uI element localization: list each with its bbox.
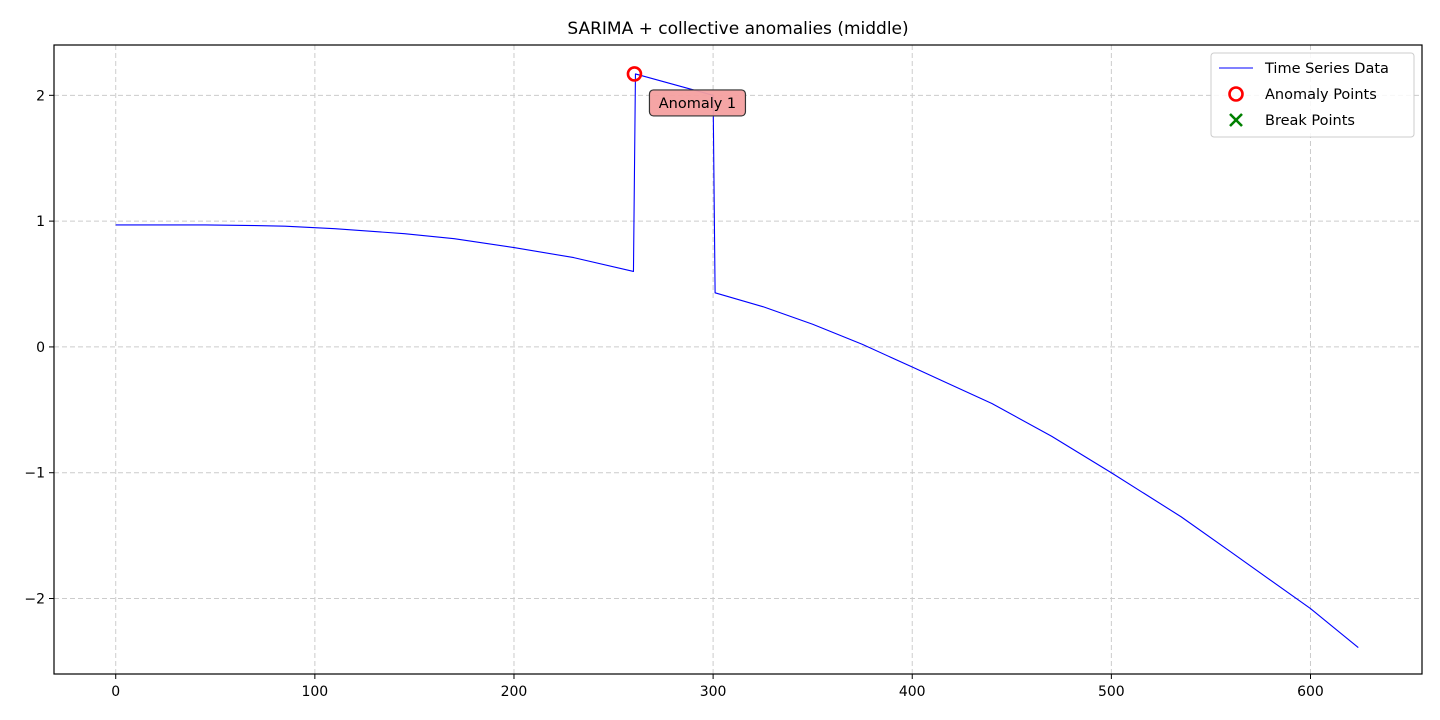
legend-circle-swatch [1228,86,1244,102]
legend-box [1210,52,1415,138]
legend-label: Break Points [1265,113,1355,129]
x-tick-label: 0 [111,684,120,700]
y-tick-label: −1 [24,466,45,482]
chart-title: SARIMA + collective anomalies (middle) [567,19,908,39]
axes: 0 100 200 300 400 500 600 −2 −1 0 1 2 [24,44,1423,700]
annotation-text: Anomaly 1 [659,96,736,112]
x-tick-label: 500 [1098,684,1125,700]
grid [54,45,1422,674]
legend-label: Time Series Data [1264,61,1389,77]
y-tick-label: 0 [36,340,45,356]
y-tick-label: 2 [36,88,45,104]
legend-item: Time Series Data [1219,61,1389,77]
x-tick-label: 200 [501,684,528,700]
annotation-box [648,89,747,117]
y-tick-label: −2 [24,592,45,608]
legend-item: Break Points [1229,113,1355,129]
legend-item: Anomaly Points [1228,86,1377,103]
x-tick-label: 400 [899,684,926,700]
plot-frame [53,44,1423,675]
x-tick-label: 100 [301,684,328,700]
anomaly-point [626,66,643,82]
legend-label: Anomaly Points [1265,87,1377,103]
x-tick-label: 600 [1297,684,1324,700]
y-tick-label: 1 [36,214,45,230]
x-tick-label: 300 [700,684,727,700]
annotations: Anomaly 1 [648,89,747,117]
legend-x-swatch [1229,113,1243,127]
legend: Time Series Data Anomaly Points Break Poin… [1210,52,1415,138]
annotation-label: Anomaly 1 [648,89,747,117]
